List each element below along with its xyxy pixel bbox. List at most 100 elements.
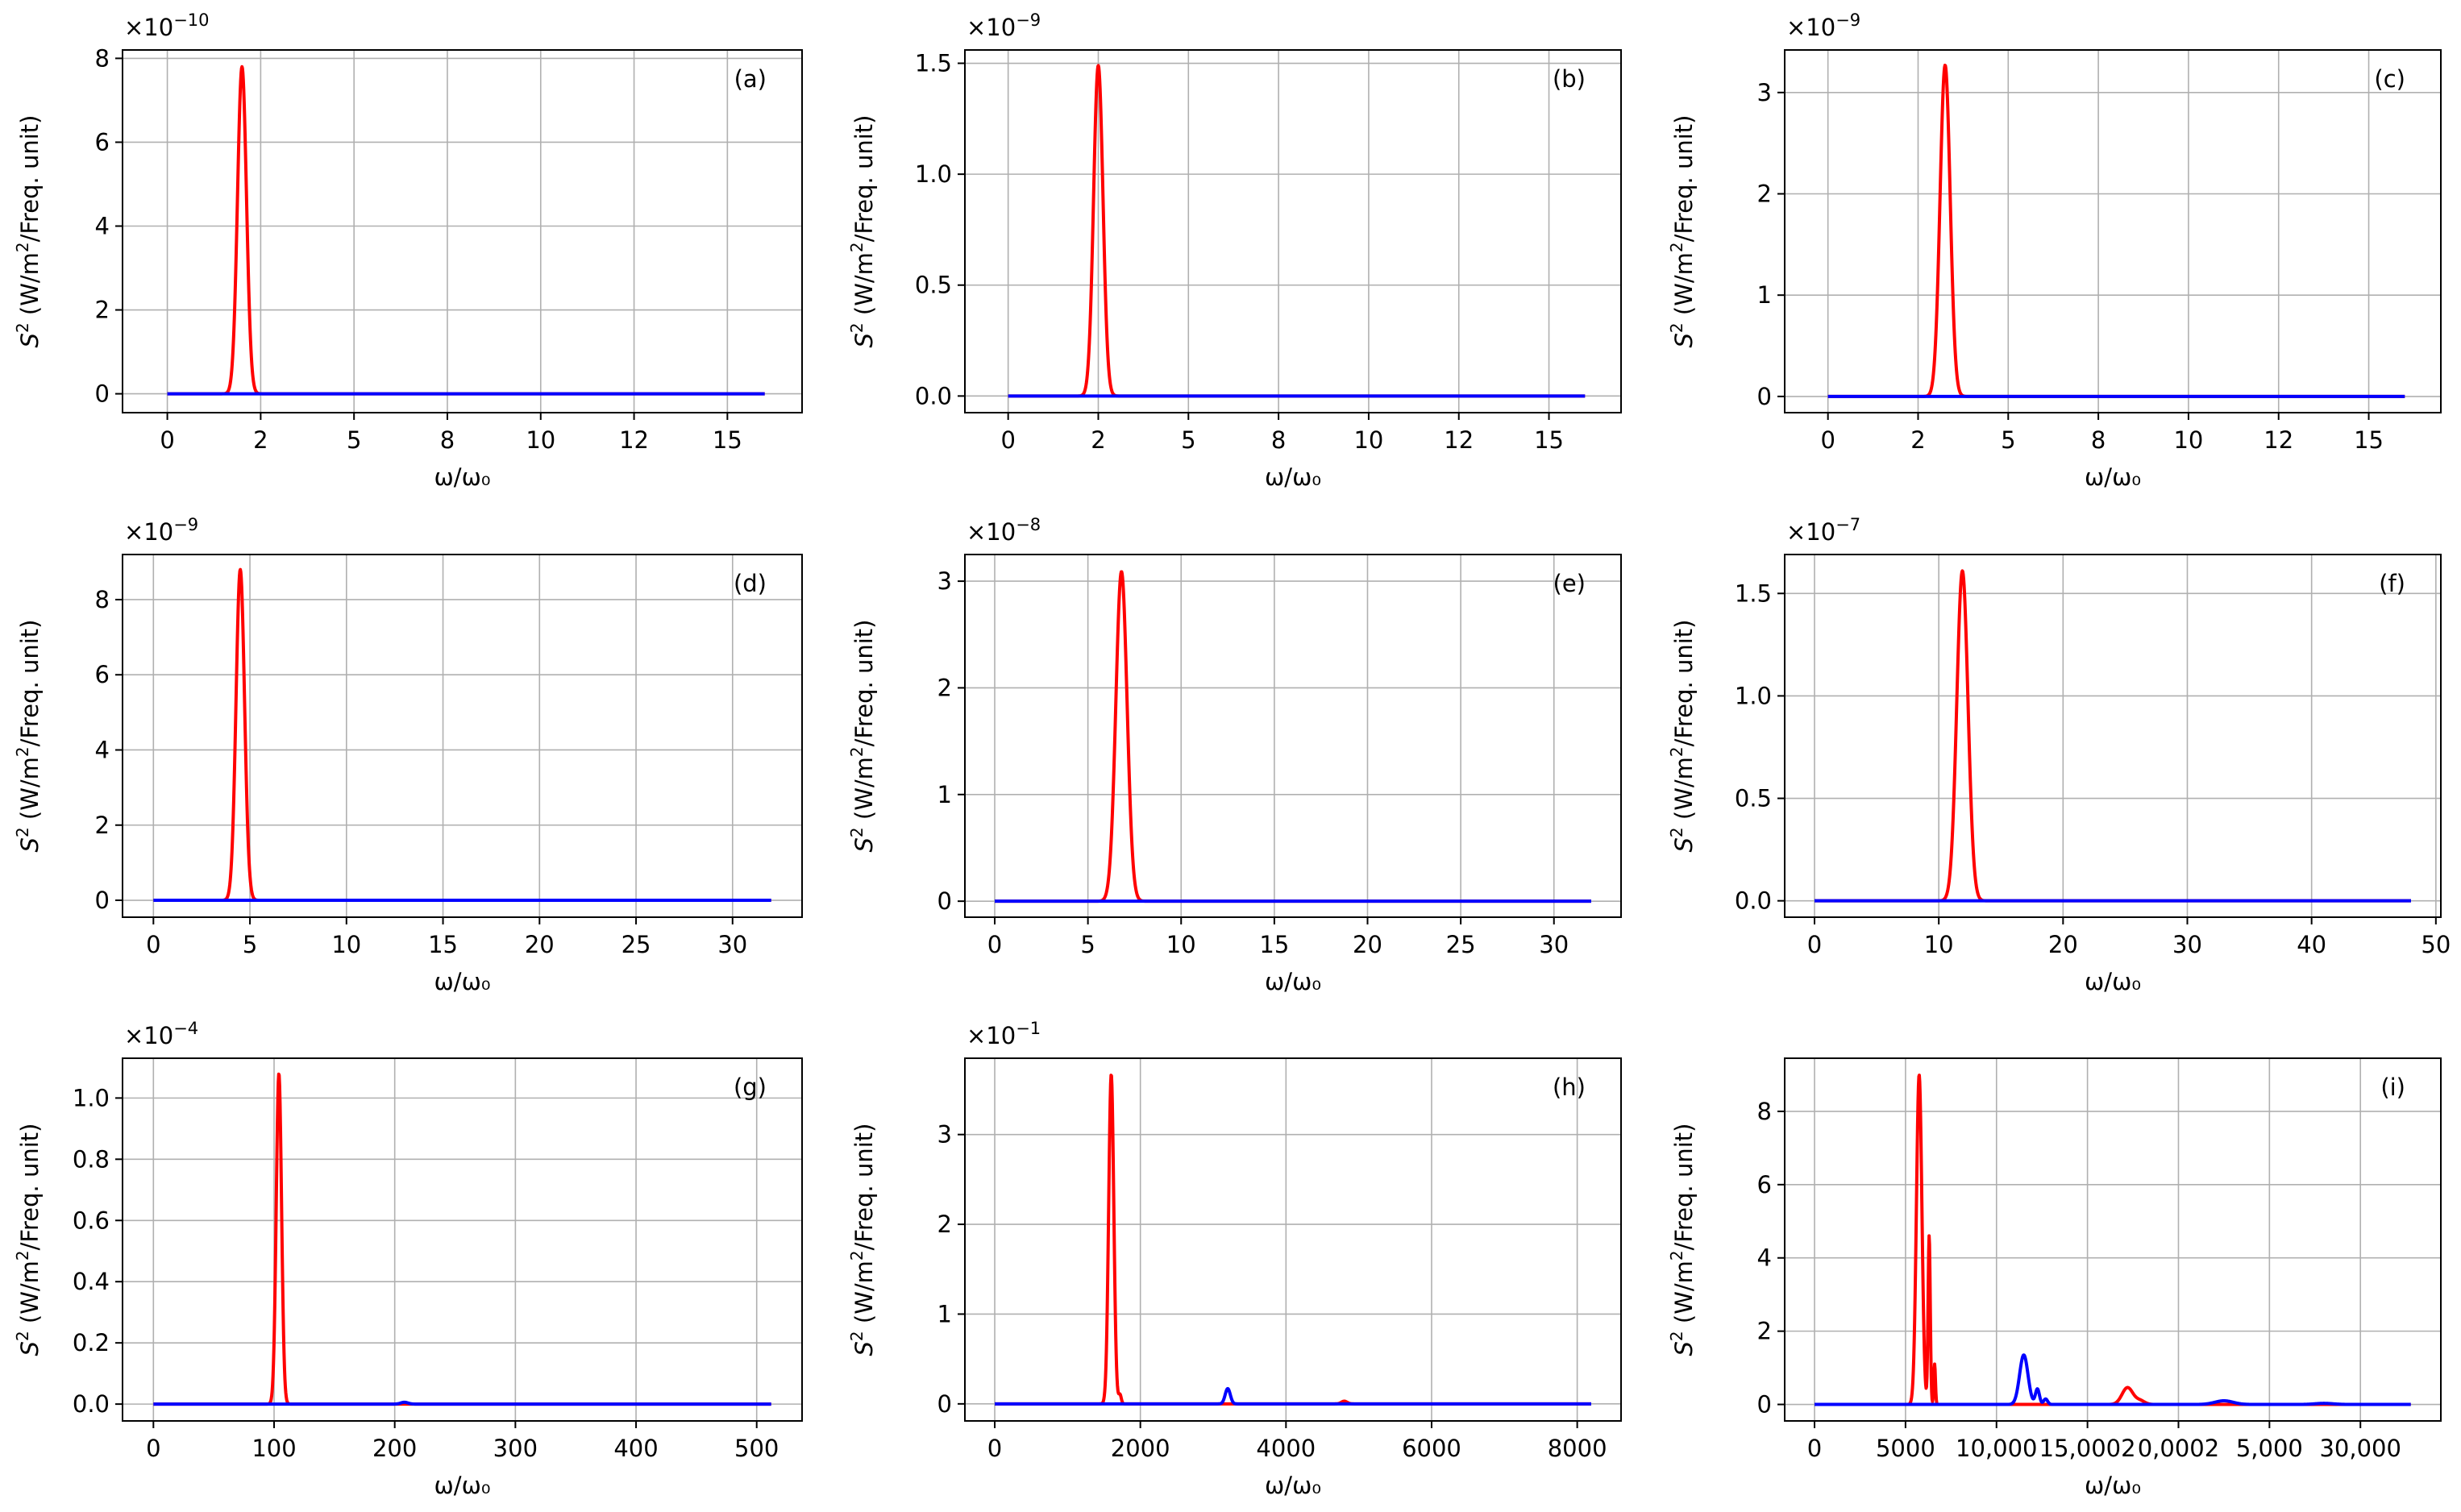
red-series-line [993, 1074, 1593, 1406]
y-tick-label: 1 [937, 781, 952, 808]
scale-factor-label: ×10−9 [967, 10, 1041, 41]
panel-label: (d) [734, 570, 767, 597]
x-tick-label: 10 [1166, 931, 1196, 958]
y-tick-label: 0 [937, 1390, 952, 1418]
x-tick-label: 2 [253, 426, 268, 454]
panel-label: (e) [1553, 570, 1586, 597]
panel-label: (f) [2379, 570, 2405, 597]
subplot-a: 0 2 5 8 10 12 15 0 2 4 6 8 ω/ω₀ S2 (W/m2/Freq. unit) ×… [13, 10, 803, 491]
y-tick-label: 8 [95, 44, 110, 72]
y-tick-label: 1.5 [1735, 579, 1772, 607]
x-tick-label: 5 [243, 931, 257, 958]
x-tick-label: 10,000 [1956, 1435, 2037, 1462]
x-tick-label: 0 [1807, 931, 1822, 958]
axes-frame [122, 49, 803, 413]
x-tick-label: 2 [1091, 426, 1105, 454]
x-tick-label: 0 [1000, 426, 1015, 454]
panel-label: (i) [2380, 1074, 2405, 1101]
x-tick-label: 8 [440, 426, 455, 454]
x-tick-label: 15 [2354, 426, 2384, 454]
red-series-line [993, 570, 1593, 903]
panel-label: (h) [1553, 1074, 1586, 1101]
x-tick-label: 8 [1271, 426, 1286, 454]
y-tick-label: 2 [937, 674, 952, 701]
y-axis-label: S2 (W/m2/Freq. unit) [13, 620, 44, 853]
subplot-i: 0 5000 10,000 15,0002 0,0002 5,000 30,000 0 2 4 6 8… [1667, 1057, 2442, 1499]
x-tick-label: 25 [621, 931, 651, 958]
y-tick-label: 0.4 [73, 1268, 110, 1295]
y-tick-label: 2 [1757, 180, 1772, 207]
x-tick-label: 0 [987, 1435, 1002, 1462]
red-series-line [152, 1072, 773, 1406]
x-tick-label: 10 [331, 931, 361, 958]
y-tick-label: 4 [95, 212, 110, 239]
x-tick-label: 0 [146, 1435, 160, 1462]
y-tick-label: 0.0 [73, 1390, 110, 1418]
x-tick-label: 0 [987, 931, 1002, 958]
y-tick-label: 2 [937, 1211, 952, 1238]
x-tick-label: 200 [372, 1435, 417, 1462]
y-tick-label: 1.0 [1735, 682, 1772, 709]
scale-factor-label: ×10−9 [1786, 10, 1860, 41]
y-tick-label: 1.5 [915, 50, 952, 77]
x-tick-label: 15 [1534, 426, 1564, 454]
y-tick-label: 0.0 [1735, 887, 1772, 915]
x-tick-label: 4000 [1256, 1435, 1316, 1462]
x-tick-label: 5,000 [2236, 1435, 2303, 1462]
x-tick-label: 5 [2001, 426, 2015, 454]
x-axis-label: ω/ω₀ [1265, 1472, 1321, 1499]
y-tick-label: 0.5 [915, 272, 952, 299]
y-tick-label: 6 [95, 128, 110, 156]
x-tick-label: 5 [1080, 931, 1095, 958]
x-tick-label: 20 [525, 931, 555, 958]
y-axis-label: S2 (W/m2/Freq. unit) [1667, 1124, 1698, 1356]
x-tick-label: 8000 [1548, 1435, 1607, 1462]
x-tick-label: 20 [1353, 931, 1382, 958]
y-tick-label: 1.0 [73, 1084, 110, 1111]
x-tick-label: 12 [1444, 426, 1474, 454]
y-tick-label: 3 [937, 1121, 952, 1149]
x-tick-label: 50 [2421, 931, 2451, 958]
y-tick-label: 0 [95, 380, 110, 408]
x-tick-label: 0 [1807, 1435, 1822, 1462]
red-series-line [1007, 64, 1586, 398]
x-tick-label: 5000 [1876, 1435, 1935, 1462]
y-axis-label: S2 (W/m2/Freq. unit) [1667, 620, 1698, 853]
x-tick-label: 10 [2173, 426, 2203, 454]
scale-factor-label: ×10−9 [124, 515, 198, 546]
x-tick-label: 30 [1539, 931, 1569, 958]
y-tick-label: 0 [1757, 383, 1772, 410]
panel-label: (c) [2374, 65, 2405, 93]
y-tick-label: 4 [95, 736, 110, 763]
y-axis-label: S2 (W/m2/Freq. unit) [847, 620, 878, 853]
y-tick-label: 8 [1757, 1098, 1772, 1125]
x-tick-label: 12 [619, 426, 649, 454]
y-tick-label: 6 [1757, 1171, 1772, 1198]
y-tick-label: 3 [1757, 79, 1772, 106]
y-tick-label: 2 [95, 297, 110, 324]
x-tick-label: 30 [717, 931, 747, 958]
subplot-d: 0 5 10 15 20 25 30 0 2 4 6 8 ω/ω₀ S2 (W/m2/Freq. unit… [13, 515, 803, 995]
y-tick-label: 1 [937, 1300, 952, 1327]
x-axis-label: ω/ω₀ [434, 1472, 491, 1499]
red-series-line [152, 567, 773, 903]
x-tick-label: 40 [2297, 931, 2326, 958]
axes-frame [964, 554, 1622, 918]
y-tick-label: 3 [937, 567, 952, 595]
x-axis-label: ω/ω₀ [1265, 463, 1321, 491]
y-tick-label: 2 [95, 812, 110, 839]
y-tick-label: 0.5 [1735, 785, 1772, 812]
x-tick-label: 10 [526, 426, 555, 454]
panel-label: (a) [734, 65, 767, 93]
x-tick-label: 20 [2048, 931, 2078, 958]
axes-frame [122, 1057, 803, 1422]
red-series-line [1813, 569, 2413, 903]
x-tick-label: 15 [713, 426, 742, 454]
x-tick-label: 15,0002 [2039, 1435, 2136, 1462]
x-axis-label: ω/ω₀ [2085, 968, 2141, 995]
y-tick-label: 4 [1757, 1244, 1772, 1272]
x-tick-label: 5 [347, 426, 361, 454]
x-tick-label: 30 [2172, 931, 2202, 958]
red-series-line [1813, 1074, 2413, 1406]
